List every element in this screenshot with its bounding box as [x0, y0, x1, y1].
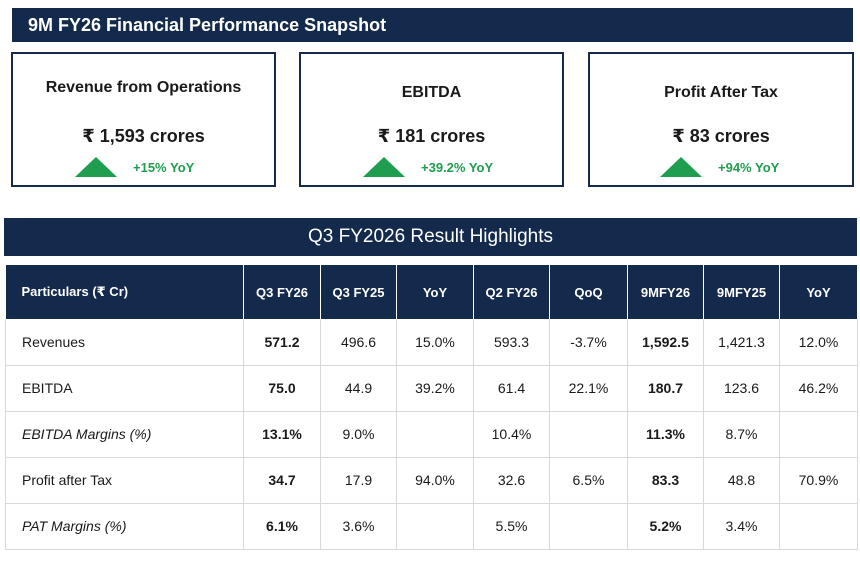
snapshot-title: 9M FY26 Financial Performance Snapshot [12, 8, 853, 42]
table-cell: 6.5% [549, 457, 628, 504]
table-row: EBITDA 75.0 44.9 39.2% 61.4 22.1% 180.7 … [5, 365, 858, 412]
table-cell: 123.6 [703, 365, 780, 412]
table-row: Profit after Tax 34.7 17.9 94.0% 32.6 6.… [5, 457, 858, 504]
table-cell [396, 411, 474, 458]
kpi-trend: +94% YoY [660, 157, 779, 177]
row-label: Profit after Tax [5, 457, 244, 504]
trend-text: +15% YoY [133, 159, 195, 175]
header-9mfy26: 9MFY26 [627, 265, 704, 319]
row-label: PAT Margins (%) [5, 503, 244, 550]
table-cell: 17.9 [320, 457, 397, 504]
table-cell: 61.4 [473, 365, 550, 412]
row-label: Revenues [5, 319, 244, 366]
kpi-title: Revenue from Operations [45, 79, 242, 96]
table-cell: 11.3% [627, 411, 704, 458]
table-cell: -3.7% [549, 319, 628, 366]
header-q3fy25: Q3 FY25 [320, 265, 397, 319]
kpi-title: Profit After Tax [664, 84, 778, 101]
table-cell: 5.2% [627, 503, 704, 550]
table-cell: 8.7% [703, 411, 780, 458]
table-cell: 3.4% [703, 503, 780, 550]
header-9m-yoy: YoY [779, 265, 858, 319]
table-cell: 6.1% [243, 503, 321, 550]
table-cell [549, 411, 628, 458]
table-cell: 46.2% [779, 365, 858, 412]
up-triangle-icon [75, 157, 117, 177]
table-cell [396, 503, 474, 550]
row-label: EBITDA [5, 365, 244, 412]
table-cell: 32.6 [473, 457, 550, 504]
kpi-card-revenue: Revenue from Operations ₹ 1,593 crores +… [11, 52, 276, 187]
kpi-value: ₹ 1,593 crores [82, 126, 205, 146]
up-triangle-icon [363, 157, 405, 177]
table-cell: 83.3 [627, 457, 704, 504]
up-triangle-icon [660, 157, 702, 177]
kpi-trend: +39.2% YoY [363, 157, 493, 177]
kpi-value: ₹ 181 crores [377, 126, 486, 146]
table-cell: 70.9% [779, 457, 858, 504]
kpi-title: EBITDA [401, 84, 462, 101]
table-cell: 34.7 [243, 457, 321, 504]
table-row: EBITDA Margins (%) 13.1% 9.0% 10.4% 11.3… [5, 411, 858, 458]
table-cell: 571.2 [243, 319, 321, 366]
table-cell [779, 411, 858, 458]
table-cell: 5.5% [473, 503, 550, 550]
table-cell: 39.2% [396, 365, 474, 412]
table-row: Revenues 571.2 496.6 15.0% 593.3 -3.7% 1… [5, 319, 858, 366]
kpi-card-pat: Profit After Tax ₹ 83 crores +94% YoY [588, 52, 854, 187]
results-table: Particulars (₹ Cr) Q3 FY26 Q3 FY25 YoY Q… [5, 265, 858, 550]
kpi-value: ₹ 83 crores [672, 126, 770, 146]
table-cell: 593.3 [473, 319, 550, 366]
table-cell: 94.0% [396, 457, 474, 504]
header-particulars: Particulars (₹ Cr) [5, 265, 244, 319]
table-cell: 10.4% [473, 411, 550, 458]
table-cell: 3.6% [320, 503, 397, 550]
kpi-card-ebitda: EBITDA ₹ 181 crores +39.2% YoY [299, 52, 564, 187]
table-cell: 48.8 [703, 457, 780, 504]
table-cell: 22.1% [549, 365, 628, 412]
table-cell: 1,421.3 [703, 319, 780, 366]
trend-text: +94% YoY [718, 159, 780, 175]
table-cell: 9.0% [320, 411, 397, 458]
table-row: PAT Margins (%) 6.1% 3.6% 5.5% 5.2% 3.4% [5, 503, 858, 550]
table-cell: 12.0% [779, 319, 858, 366]
table-cell: 1,592.5 [627, 319, 704, 366]
table-cell: 15.0% [396, 319, 474, 366]
table-cell: 496.6 [320, 319, 397, 366]
table-header-row: Particulars (₹ Cr) Q3 FY26 Q3 FY25 YoY Q… [5, 265, 858, 319]
table-cell [549, 503, 628, 550]
header-9mfy25: 9MFY25 [703, 265, 780, 319]
table-cell: 75.0 [243, 365, 321, 412]
table-cell: 44.9 [320, 365, 397, 412]
trend-text: +39.2% YoY [421, 159, 494, 175]
row-label: EBITDA Margins (%) [5, 411, 244, 458]
table-cell: 13.1% [243, 411, 321, 458]
header-q2fy26: Q2 FY26 [473, 265, 550, 319]
header-q3fy26: Q3 FY26 [243, 265, 321, 319]
table-cell [779, 503, 858, 550]
kpi-trend: +15% YoY [75, 157, 194, 177]
header-yoy: YoY [396, 265, 474, 319]
header-qoq: QoQ [549, 265, 628, 319]
results-title: Q3 FY2026 Result Highlights [4, 218, 857, 256]
table-cell: 180.7 [627, 365, 704, 412]
